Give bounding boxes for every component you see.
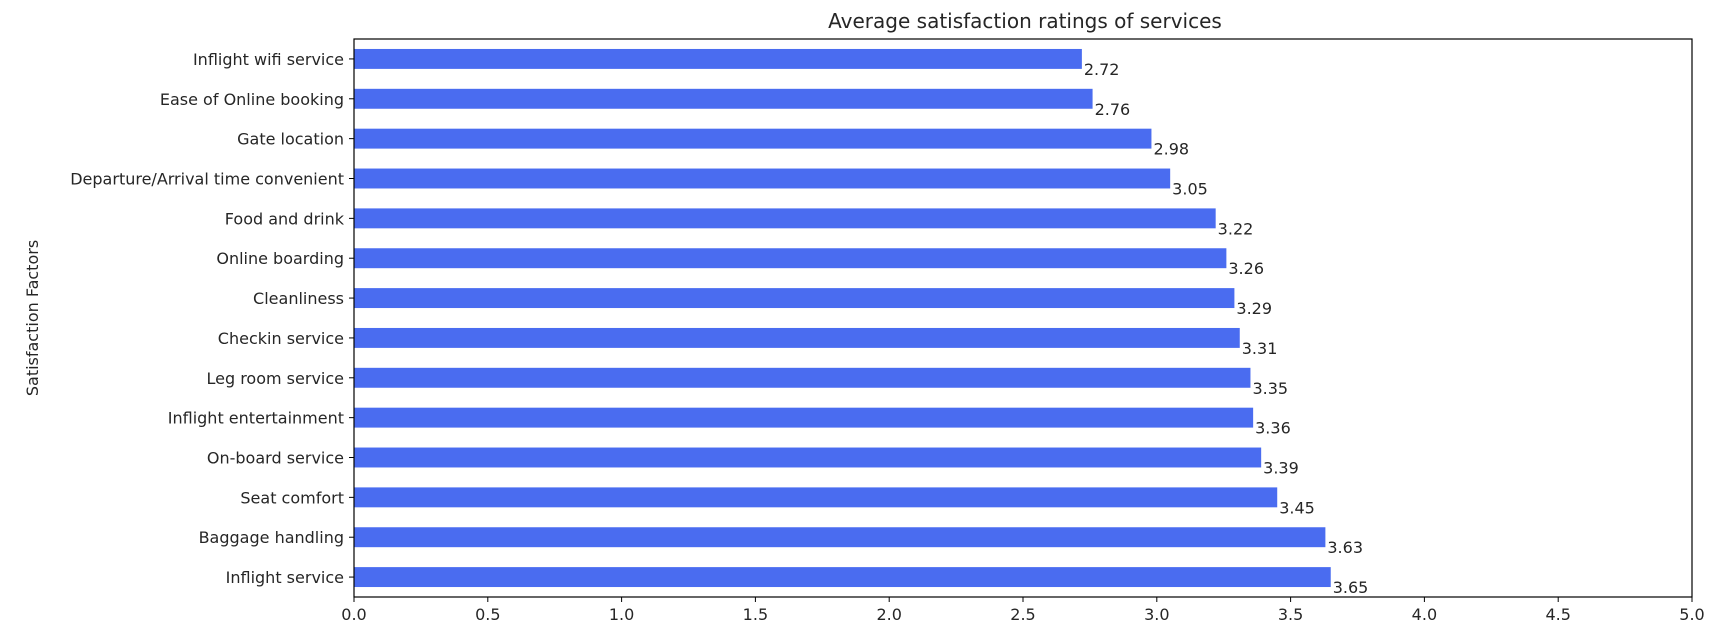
- bar: [354, 88, 1093, 109]
- category-label: Inflight entertainment: [168, 409, 344, 428]
- value-label: 3.36: [1255, 419, 1291, 438]
- bars-group: [354, 48, 1331, 588]
- category-label: Inflight service: [226, 568, 344, 587]
- category-label: Inflight wifi service: [193, 50, 344, 69]
- chart-title: Average satisfaction ratings of services: [828, 9, 1222, 33]
- bar: [354, 447, 1262, 468]
- x-tick-label: 2.0: [876, 605, 901, 624]
- value-label: 3.39: [1263, 458, 1299, 477]
- value-label: 3.31: [1242, 339, 1278, 358]
- bar: [354, 367, 1251, 388]
- y-axis-label: Satisfaction Factors: [23, 240, 42, 396]
- category-labels-group: Inflight wifi service Ease of Online book…: [70, 50, 354, 587]
- bar: [354, 208, 1216, 229]
- x-ticks-group: 0.0 0.5 1.0 1.5 2.0 2.5 3.0 3.5 4.0 4.5 5.0: [341, 597, 1705, 624]
- x-tick-label: 3.5: [1278, 605, 1303, 624]
- value-label: 2.76: [1095, 100, 1131, 119]
- x-tick-label: 4.0: [1412, 605, 1437, 624]
- bar: [354, 407, 1254, 428]
- x-tick-label: 3.0: [1144, 605, 1169, 624]
- category-label: Food and drink: [225, 209, 345, 228]
- bar: [354, 527, 1326, 548]
- x-tick-label: 4.5: [1545, 605, 1570, 624]
- category-label: Cleanliness: [253, 289, 344, 308]
- value-label: 3.05: [1172, 179, 1208, 198]
- value-label: 3.26: [1228, 259, 1264, 278]
- category-label: Checkin service: [218, 329, 344, 348]
- value-label: 3.65: [1333, 578, 1369, 597]
- bar: [354, 128, 1152, 149]
- category-label: Ease of Online booking: [160, 90, 344, 109]
- bar: [354, 567, 1331, 588]
- bar: [354, 48, 1082, 69]
- category-label: On-board service: [207, 449, 344, 468]
- category-label: Baggage handling: [199, 528, 344, 547]
- x-tick-label: 1.5: [743, 605, 768, 624]
- x-tick-label: 5.0: [1679, 605, 1704, 624]
- x-tick-label: 2.5: [1010, 605, 1035, 624]
- bar: [354, 168, 1171, 189]
- value-label: 3.35: [1252, 379, 1288, 398]
- plot-area-frame: [353, 38, 1693, 598]
- value-label: 2.72: [1084, 60, 1120, 79]
- value-label: 3.63: [1327, 538, 1363, 557]
- bar: [354, 327, 1240, 348]
- value-label: 2.98: [1153, 140, 1189, 159]
- category-label: Gate location: [237, 130, 344, 149]
- x-tick-label: 1.0: [609, 605, 634, 624]
- category-label: Leg room service: [206, 369, 344, 388]
- value-labels-group: 2.72 2.76 2.98 3.05 3.22 3.26 3.29 3.31 3.35 3.36…: [1084, 60, 1368, 597]
- bar: [354, 248, 1227, 269]
- bar: [354, 487, 1278, 508]
- value-label: 3.22: [1218, 219, 1254, 238]
- x-tick-label: 0.5: [475, 605, 500, 624]
- category-label: Online boarding: [216, 249, 344, 268]
- category-label: Departure/Arrival time convenient: [70, 170, 344, 189]
- bar: [354, 288, 1235, 309]
- value-label: 3.45: [1279, 498, 1315, 517]
- category-label: Seat comfort: [240, 488, 344, 507]
- x-tick-label: 0.0: [341, 605, 366, 624]
- value-label: 3.29: [1236, 299, 1272, 318]
